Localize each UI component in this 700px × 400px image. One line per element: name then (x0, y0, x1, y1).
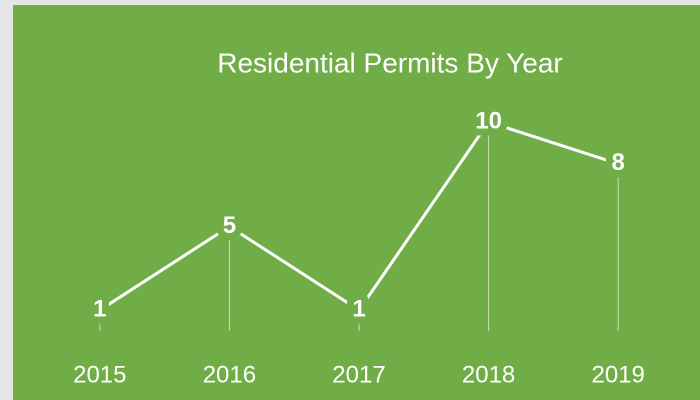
data-label: 10 (475, 107, 502, 134)
data-label: 8 (612, 149, 625, 176)
chart-title: Residential Permits By Year (217, 47, 563, 78)
line-series (98, 120, 619, 313)
x-tick-label: 2019 (592, 361, 645, 388)
data-label: 1 (352, 295, 365, 322)
x-tick-label: 2017 (332, 361, 385, 388)
data-label: 5 (223, 212, 236, 239)
x-tick-label: 2015 (73, 361, 126, 388)
x-tick-label: 2016 (203, 361, 256, 388)
data-label: 1 (93, 295, 106, 322)
x-tick-label: 2018 (462, 361, 515, 388)
chart-background (13, 5, 700, 400)
